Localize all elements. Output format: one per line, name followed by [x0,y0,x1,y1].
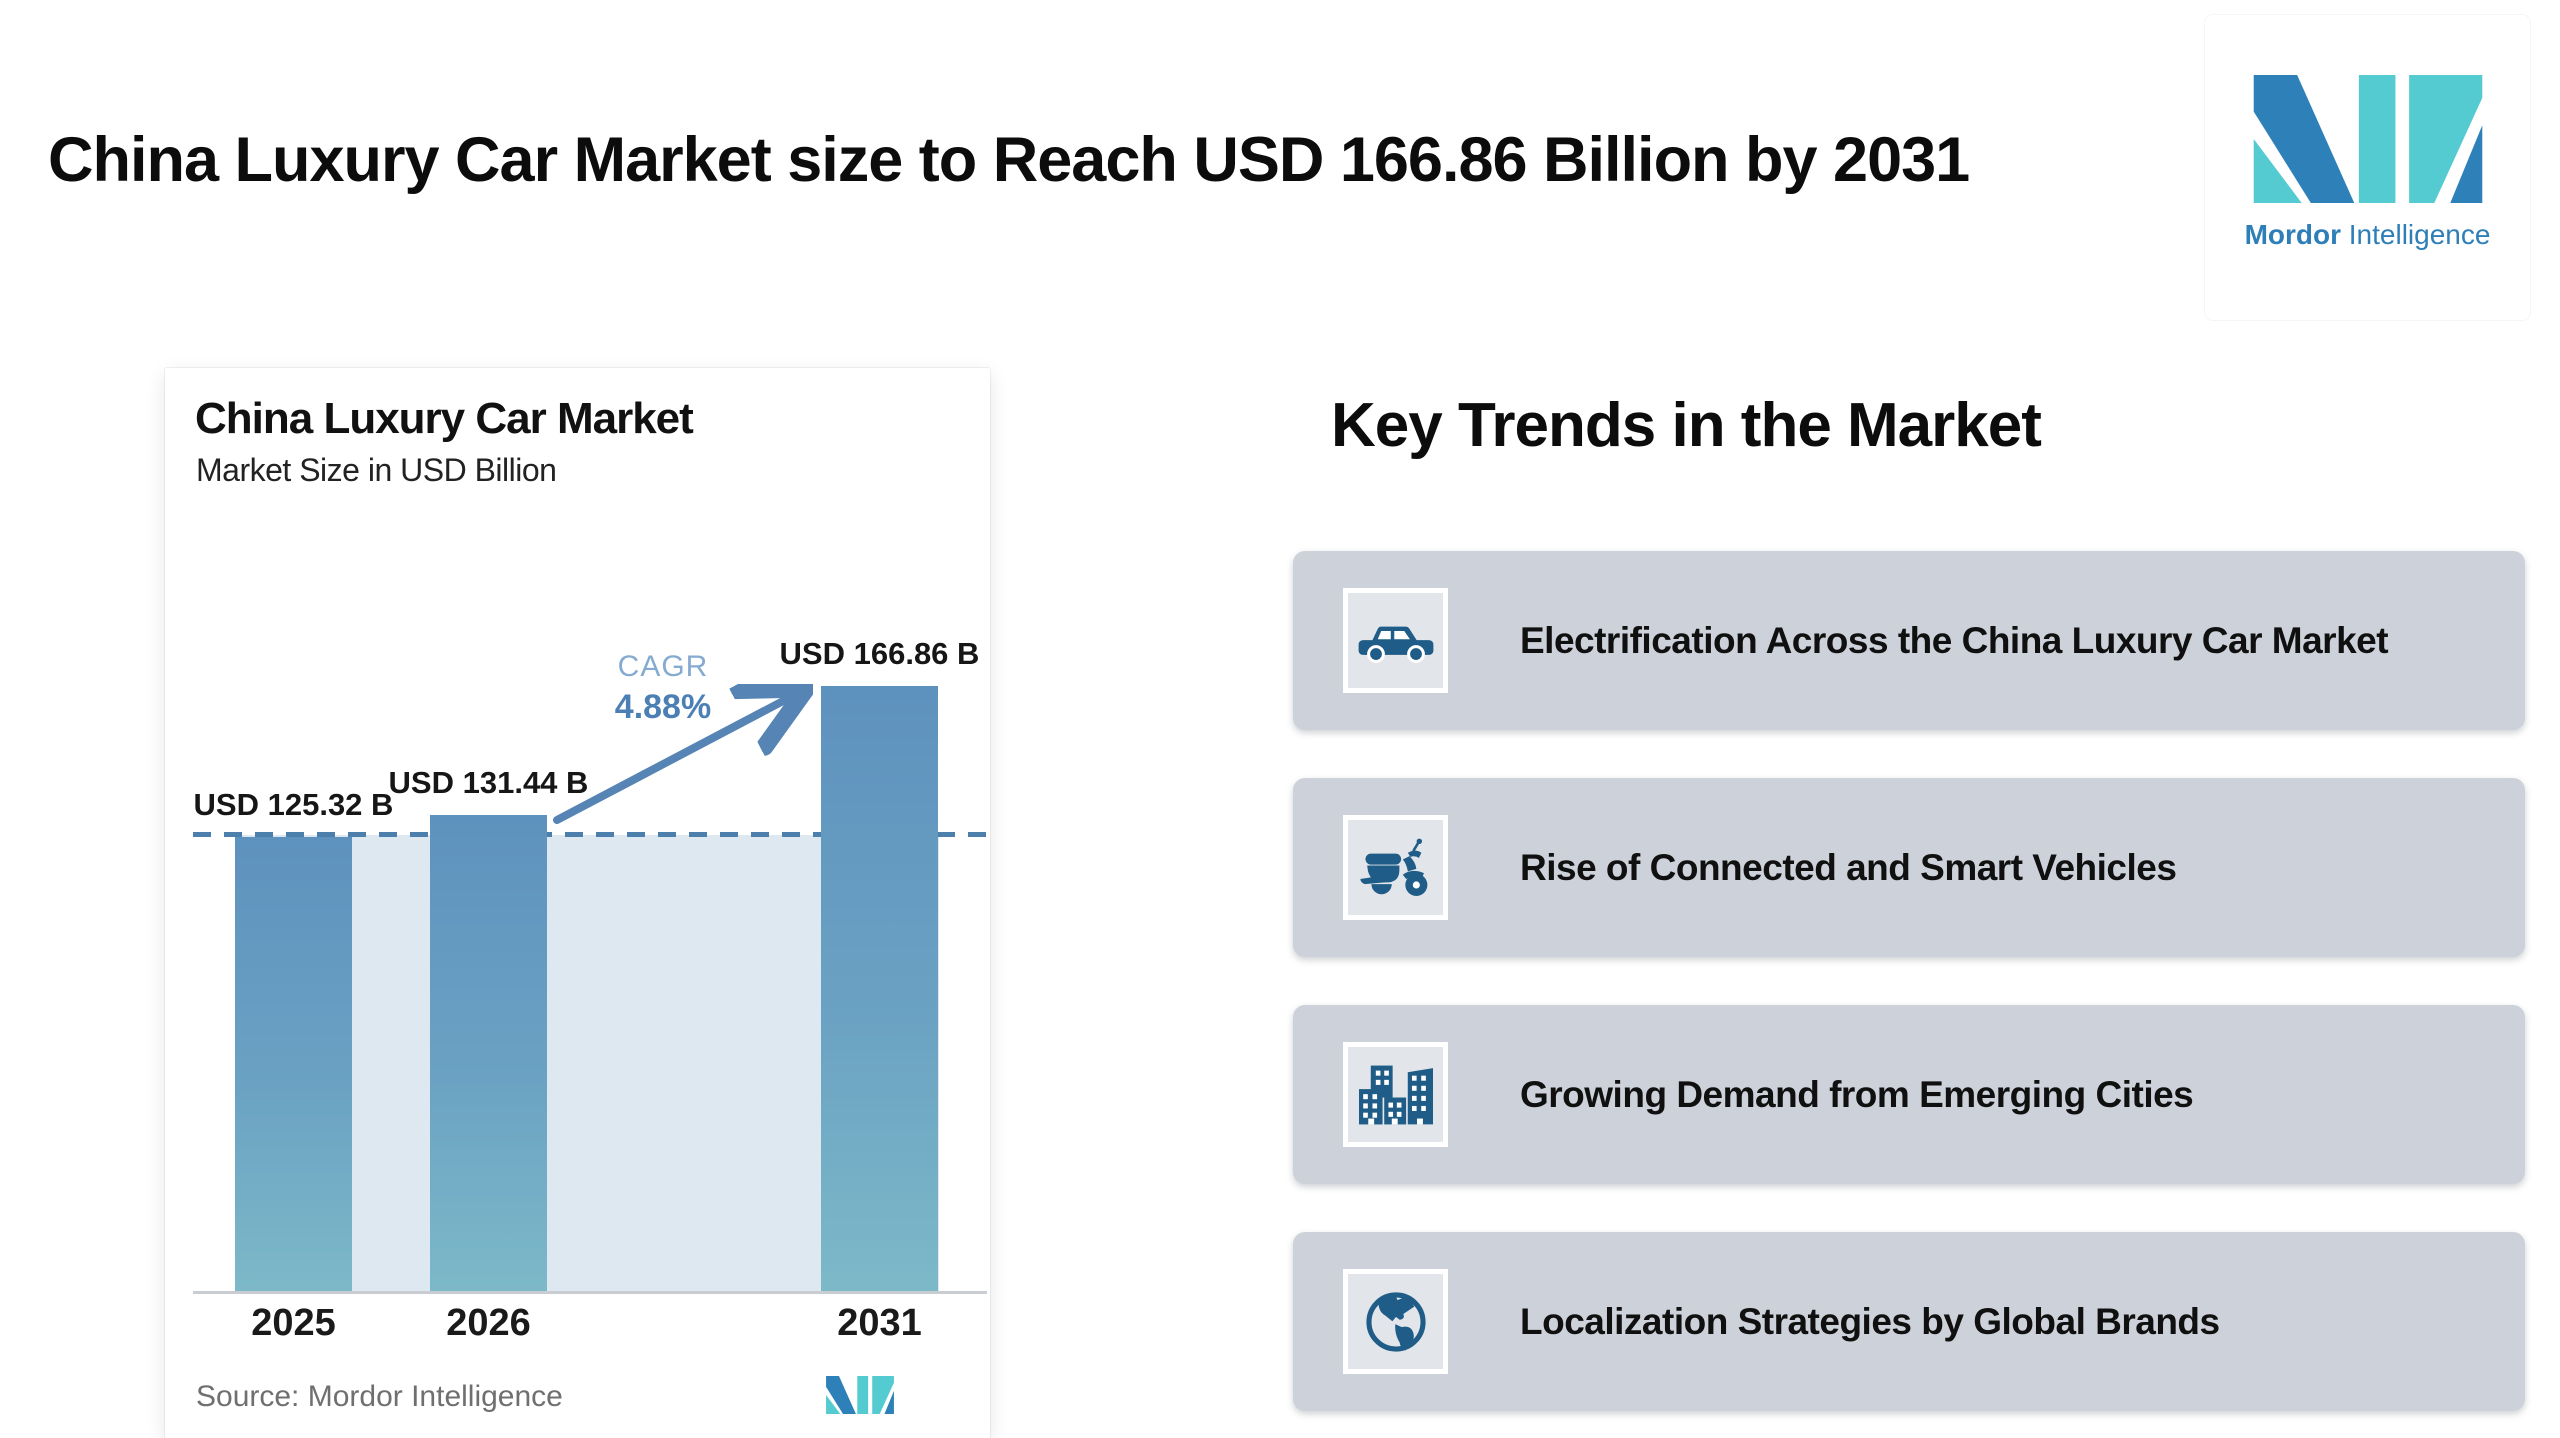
chart-source: Source: Mordor Intelligence [196,1380,563,1413]
bar-2026 [430,814,547,1293]
chart-title: China Luxury Car Market [195,394,694,443]
bar-2025 [235,836,352,1293]
bar-value-label: USD 131.44 B [388,764,589,800]
x-axis-line [193,1291,987,1294]
bar-value-label: USD 125.32 B [193,786,394,822]
trend-card-connected-vehicles: Rise of Connected and Smart Vehicles [1293,778,2525,957]
cagr-label: CAGR [617,650,709,683]
bar-2031 [821,685,938,1293]
buildings-icon [1358,1065,1433,1124]
reference-dashed-line [193,832,987,837]
trend-label: Growing Demand from Emerging Cities [1520,1073,2194,1115]
x-axis-tick: 2026 [446,1302,531,1344]
market-chart-card: China Luxury Car Market Market Size in U… [165,368,990,1438]
car-icon [1358,626,1433,663]
mordor-logo-icon [2253,75,2482,203]
trend-card-localization: Localization Strategies by Global Brands [1293,1232,2525,1411]
trend-card-emerging-cities: Growing Demand from Emerging Cities [1293,1005,2525,1184]
trend-label: Electrification Across the China Luxury … [1520,619,2389,661]
brand-logo-card: Mordor Intelligence [2205,15,2530,320]
trend-label: Rise of Connected and Smart Vehicles [1520,846,2177,888]
brand-logo-text: Mordor Intelligence [2245,219,2491,251]
trend-icon-box [1343,815,1448,920]
x-axis-tick: 2025 [251,1302,336,1344]
trend-card-electrification: Electrification Across the China Luxury … [1293,551,2525,730]
brand-name-regular: Intelligence [2348,219,2491,250]
scooter-icon [1359,838,1427,896]
cagr-growth-arrow [553,684,813,824]
trend-label: Localization Strategies by Global Brands [1520,1300,2220,1342]
globe-icon [1365,1291,1426,1352]
key-trends-heading: Key Trends in the Market [1331,391,2042,460]
trend-icon-box [1343,1269,1448,1374]
page-title: China Luxury Car Market size to Reach US… [48,125,1970,195]
trend-icon-box [1343,1042,1448,1147]
bar-value-label: USD 166.86 B [779,635,980,671]
mordor-logo-icon-small [826,1376,894,1414]
brand-name-bold: Mordor [2244,219,2341,250]
trend-icon-box [1343,588,1448,693]
x-axis-tick: 2031 [837,1302,922,1344]
cagr-value: 4.88% [614,688,712,726]
chart-subtitle: Market Size in USD Billion [196,452,557,488]
